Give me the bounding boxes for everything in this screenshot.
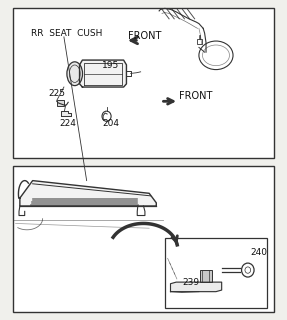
Polygon shape xyxy=(170,282,222,292)
Bar xyxy=(200,270,212,282)
Text: FRONT: FRONT xyxy=(179,91,212,101)
Ellipse shape xyxy=(67,62,83,86)
Text: 225: 225 xyxy=(48,89,65,98)
Bar xyxy=(13,8,274,158)
Text: 204: 204 xyxy=(102,119,119,128)
Text: 224: 224 xyxy=(60,119,77,128)
Text: RR  SEAT  CUSH: RR SEAT CUSH xyxy=(31,29,103,38)
Bar xyxy=(57,100,64,106)
Polygon shape xyxy=(20,180,156,206)
Text: 239: 239 xyxy=(182,278,199,287)
Polygon shape xyxy=(61,111,71,116)
Text: FRONT: FRONT xyxy=(128,31,161,41)
Bar xyxy=(197,38,202,44)
Text: 240: 240 xyxy=(250,248,267,257)
Bar xyxy=(165,238,267,308)
Bar xyxy=(13,166,274,312)
Polygon shape xyxy=(79,60,127,87)
Text: 195: 195 xyxy=(102,60,120,69)
